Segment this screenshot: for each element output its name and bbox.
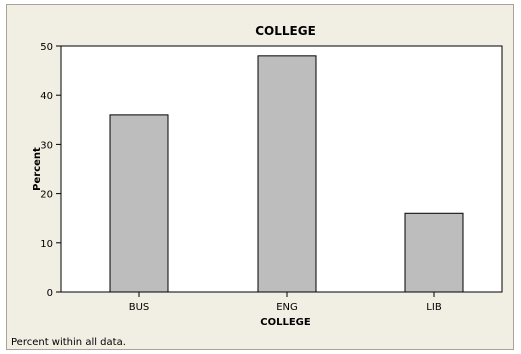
x-tick-label-bus: BUS [129, 302, 150, 313]
y-axis-title: Percent [32, 147, 43, 191]
y-tick-label: 0 [47, 288, 53, 299]
y-tick-label: 20 [40, 190, 53, 201]
x-tick-label-lib: LIB [426, 302, 442, 313]
y-tick-label: 50 [40, 42, 53, 53]
chart-title: COLLEGE [255, 24, 316, 38]
bar-bus [109, 114, 169, 293]
bar-eng [257, 55, 317, 293]
bars [109, 55, 464, 293]
y-tick-label: 30 [40, 140, 53, 151]
x-axis-title: COLLEGE [260, 317, 311, 328]
bar-lib [404, 212, 464, 293]
y-axis: 0 10 20 30 40 50 [40, 42, 61, 299]
x-axis: BUS ENG LIB [129, 292, 442, 313]
x-tick-label-eng: ENG [276, 302, 298, 313]
y-tick-label: 40 [40, 91, 53, 102]
footnote: Percent within all data. [11, 337, 126, 348]
y-tick-label: 10 [40, 239, 53, 250]
